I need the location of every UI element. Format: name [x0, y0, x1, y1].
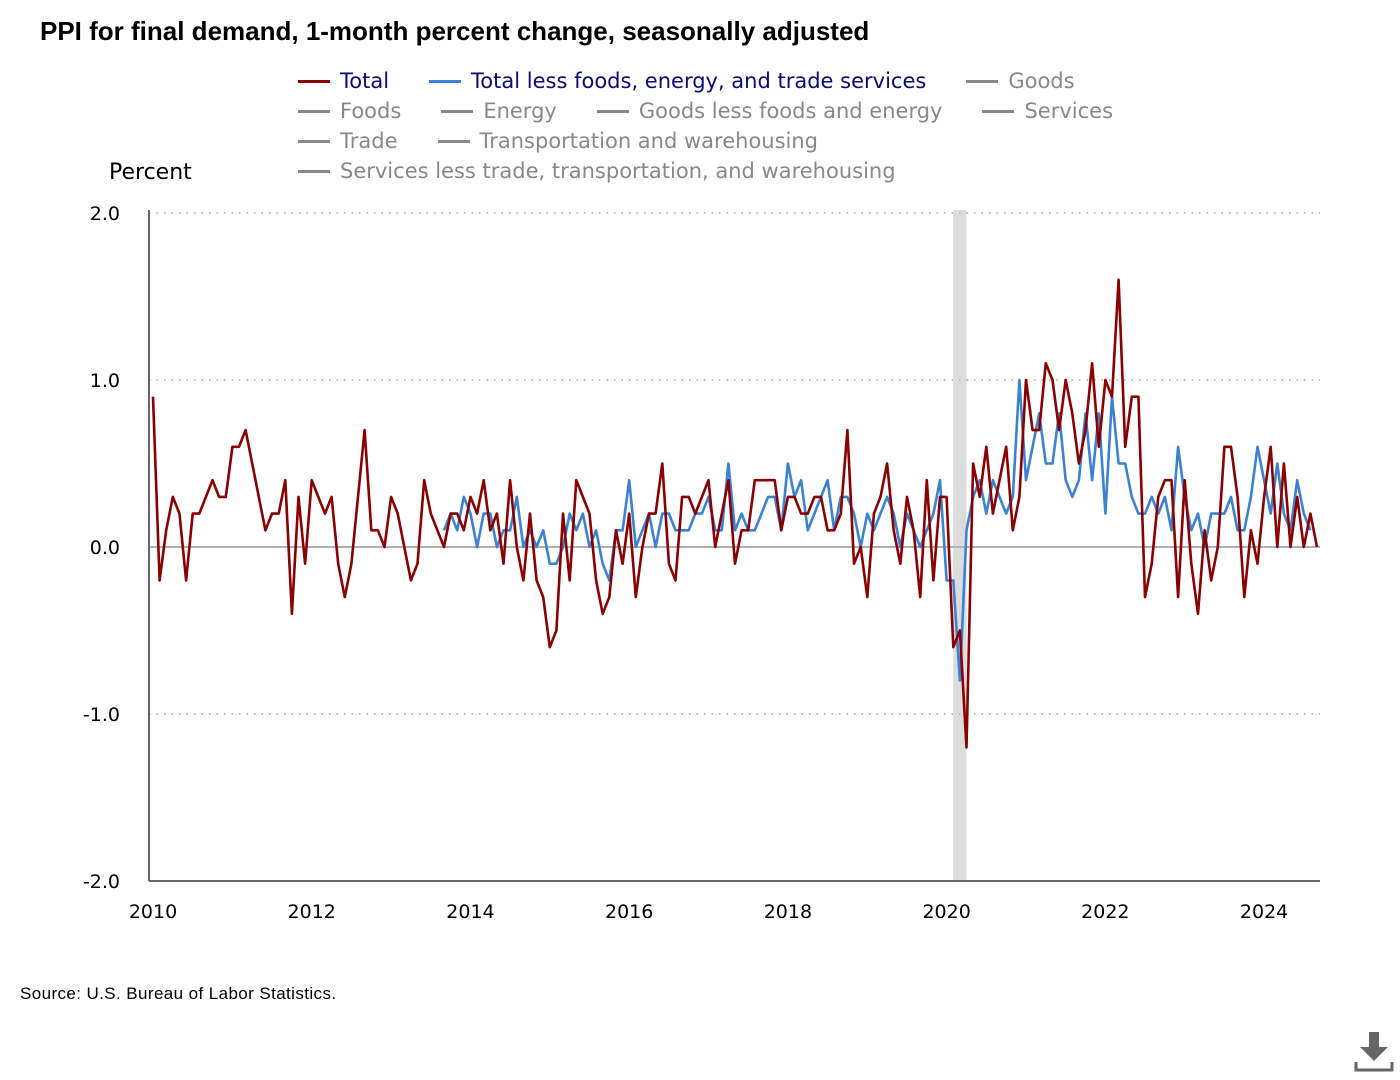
- y-tick-label: 1.0: [90, 370, 120, 392]
- legend-swatch: [298, 169, 330, 173]
- series-line-total-less-foods-energy-and-trade-services: [442, 378, 1312, 682]
- legend-label: Energy: [483, 99, 557, 123]
- legend-swatch: [429, 79, 462, 83]
- legend-row: Foods Energy Goods less foods and energy…: [298, 96, 1153, 126]
- legend: Total Total less foods, energy, and trad…: [298, 66, 1153, 186]
- legend-label: Goods: [1008, 69, 1075, 93]
- legend-row: Total Total less foods, energy, and trad…: [298, 66, 1153, 96]
- x-tick-label: 2018: [764, 901, 812, 923]
- legend-item-transportation-warehousing[interactable]: Transportation and warehousing: [437, 129, 819, 153]
- legend-row: Services less trade, transportation, and…: [298, 156, 1153, 186]
- legend-item-services-less-trade[interactable]: Services less trade, transportation, and…: [298, 159, 896, 183]
- legend-item-energy[interactable]: Energy: [441, 99, 557, 123]
- download-icon: [1354, 1032, 1394, 1072]
- legend-label: Goods less foods and energy: [638, 99, 943, 123]
- x-tick-labels: 2010 2012 2014 2016 2018 2020 2022 2024: [129, 901, 1288, 923]
- recession-band-layer: [953, 210, 967, 881]
- recession-band: [953, 210, 967, 881]
- download-button[interactable]: [1352, 1030, 1396, 1074]
- legend-label: Services less trade, transportation, and…: [340, 159, 896, 183]
- legend-item-total[interactable]: Total: [298, 69, 389, 93]
- y-tick-label: -2.0: [83, 871, 120, 893]
- y-tick-label: -1.0: [83, 704, 120, 726]
- legend-label: Trade: [340, 129, 398, 153]
- legend-item-foods[interactable]: Foods: [298, 99, 401, 123]
- x-tick-label: 2016: [605, 901, 653, 923]
- legend-item-goods-less-foods-energy[interactable]: Goods less foods and energy: [596, 99, 943, 123]
- x-tick-label: 2014: [446, 901, 494, 923]
- legend-label: Total less foods, energy, and trade serv…: [471, 69, 927, 93]
- axes: Percent: [109, 160, 1320, 882]
- legend-item-total-less-foods-energy-trade[interactable]: Total less foods, energy, and trade serv…: [429, 69, 926, 93]
- legend-row: Trade Transportation and warehousing: [298, 126, 1153, 156]
- legend-swatch: [966, 79, 999, 83]
- legend-swatch: [596, 109, 629, 113]
- chart-title: PPI for final demand, 1-month percent ch…: [40, 16, 870, 46]
- legend-label: Total: [340, 69, 390, 93]
- legend-swatch: [441, 109, 474, 113]
- y-axis-title: Percent: [109, 160, 192, 185]
- line-chart: Percent 2.01.00.0-1.0-2.0 2010 2012 2014 20…: [83, 160, 1320, 923]
- legend-label: Transportation and warehousing: [479, 129, 819, 153]
- gridlines: [149, 212, 1320, 715]
- x-tick-label: 2022: [1081, 901, 1129, 923]
- legend-swatch: [298, 79, 330, 83]
- series-line-total: [151, 278, 1319, 749]
- legend-item-goods[interactable]: Goods: [966, 69, 1075, 93]
- legend-item-services[interactable]: Services: [982, 99, 1113, 123]
- y-tick-labels: 2.0 1.0 0.0 -1.0 -2.0: [83, 203, 120, 893]
- x-tick-label: 2024: [1240, 901, 1288, 923]
- series-lines: [151, 278, 1319, 749]
- y-tick-label: 0.0: [90, 537, 120, 559]
- legend-item-trade[interactable]: Trade: [298, 129, 398, 153]
- legend-swatch: [982, 109, 1015, 113]
- y-tick-label: 2.0: [90, 203, 120, 225]
- x-tick-label: 2010: [129, 901, 177, 923]
- source-note: Source: U.S. Bureau of Labor Statistics.: [20, 984, 337, 1003]
- x-tick-label: 2020: [922, 901, 970, 923]
- legend-label: Services: [1024, 99, 1114, 123]
- legend-swatch: [298, 109, 330, 113]
- legend-swatch: [298, 139, 330, 143]
- legend-label: Foods: [340, 99, 402, 123]
- x-tick-label: 2012: [288, 901, 336, 923]
- legend-swatch: [437, 139, 470, 143]
